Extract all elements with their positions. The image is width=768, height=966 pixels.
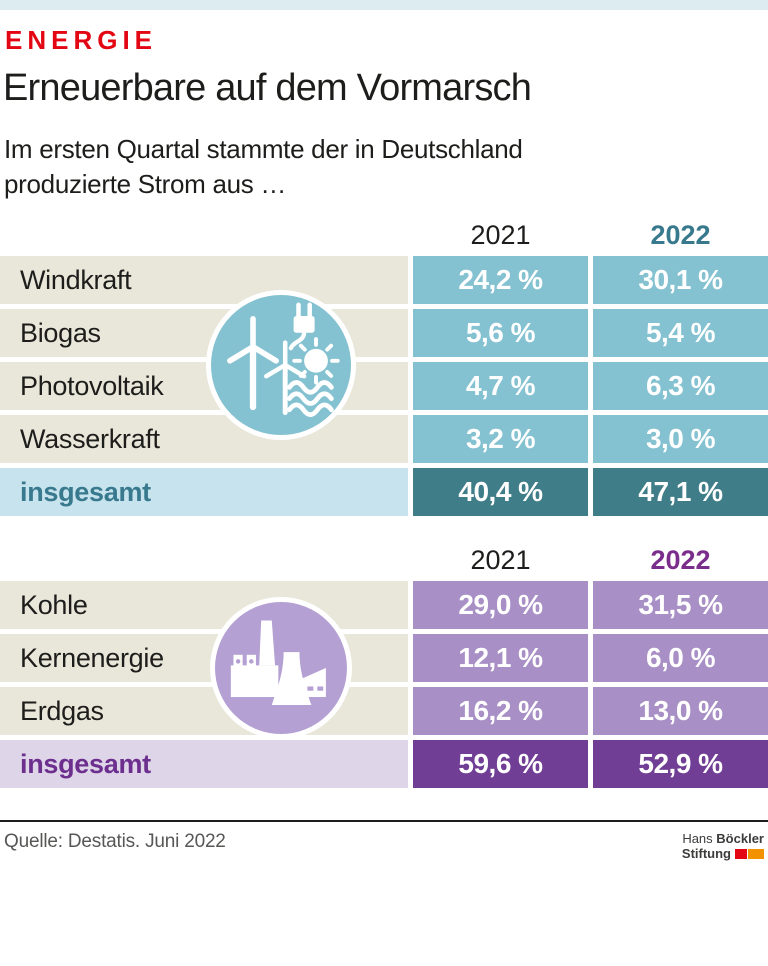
page-subtitle: Im ersten Quartal stammte der in Deutsch… bbox=[4, 132, 768, 202]
page-title: Erneuerbare auf dem Vormarsch bbox=[3, 67, 532, 109]
year-header-2022: 2022 bbox=[650, 545, 711, 575]
value-wasserkraft-2021: 3,2 % bbox=[413, 415, 588, 463]
value-photovoltaik-2022: 6,3 % bbox=[593, 362, 768, 410]
value-kernenergie-2022: 6,0 % bbox=[593, 634, 768, 682]
logo-stiftung: Stiftung bbox=[681, 846, 731, 861]
row-label-wasserkraft: Wasserkraft bbox=[0, 415, 408, 463]
value-wasserkraft-2022: 3,0 % bbox=[593, 415, 768, 463]
value-photovoltaik-2021: 4,7 % bbox=[413, 362, 588, 410]
table-renewables: Windkraft 24,2 % 30,1 % Biogas 5,6 % 5,4… bbox=[0, 256, 768, 516]
value-biogas-2022: 5,4 % bbox=[593, 309, 768, 357]
row-label-renewables-total: insgesamt bbox=[0, 468, 408, 516]
value-erdgas-2021: 16,2 % bbox=[413, 687, 588, 735]
value-renewables-total-2022: 47,1 % bbox=[593, 468, 768, 516]
value-erdgas-2022: 13,0 % bbox=[593, 687, 768, 735]
value-conventional-total-2021: 59,6 % bbox=[413, 740, 588, 788]
value-windkraft-2021: 24,2 % bbox=[413, 256, 588, 304]
year-header-2022: 2022 bbox=[650, 220, 711, 250]
subtitle-line-1: Im ersten Quartal stammte der in Deutsch… bbox=[4, 134, 523, 164]
wind-solar-hydro-icon bbox=[206, 290, 356, 440]
logo-line-1: Hans Böckler bbox=[682, 831, 764, 846]
section-renewables: 2021 2022 bbox=[0, 202, 768, 516]
logo-line-2: Stiftung bbox=[682, 846, 764, 861]
value-kohle-2022: 31,5 % bbox=[593, 581, 768, 629]
power-plant-icon bbox=[210, 597, 352, 739]
value-kernenergie-2021: 12,1 % bbox=[413, 634, 588, 682]
table-conventional: Kohle 29,0 % 31,5 % Kernenergie 12,1 % 6… bbox=[0, 581, 768, 788]
footer: Quelle: Destatis. Juni 2022 Hans Böckler… bbox=[0, 820, 768, 861]
value-renewables-total-2021: 40,4 % bbox=[413, 468, 588, 516]
year-header-row-conventional: 2021 2022 bbox=[0, 516, 768, 581]
row-label-conventional-total: insgesamt bbox=[0, 740, 408, 788]
logo-red-square-icon bbox=[735, 848, 747, 859]
source-note: Quelle: Destatis. Juni 2022 bbox=[4, 831, 226, 852]
year-header-2021: 2021 bbox=[470, 220, 531, 250]
value-biogas-2021: 5,6 % bbox=[413, 309, 588, 357]
section-conventional: 2021 2022 bbox=[0, 516, 768, 788]
logo-hans: Hans bbox=[682, 831, 713, 846]
kicker: ENERGIE bbox=[5, 25, 158, 55]
top-accent-bar bbox=[0, 0, 768, 10]
value-windkraft-2022: 30,1 % bbox=[593, 256, 768, 304]
row-label-windkraft: Windkraft bbox=[0, 256, 408, 304]
year-header-2021: 2021 bbox=[470, 545, 531, 575]
value-kohle-2021: 29,0 % bbox=[413, 581, 588, 629]
year-header-row-renewables: 2021 2022 bbox=[0, 202, 768, 256]
subtitle-line-2: produzierte Strom aus … bbox=[4, 169, 287, 199]
hans-boeckler-stiftung-logo: Hans Böckler Stiftung bbox=[682, 831, 765, 861]
row-label-kohle: Kohle bbox=[0, 581, 408, 629]
logo-boeckler: Böckler bbox=[716, 831, 764, 846]
value-conventional-total-2022: 52,9 % bbox=[593, 740, 768, 788]
logo-orange-square-icon bbox=[748, 848, 764, 859]
